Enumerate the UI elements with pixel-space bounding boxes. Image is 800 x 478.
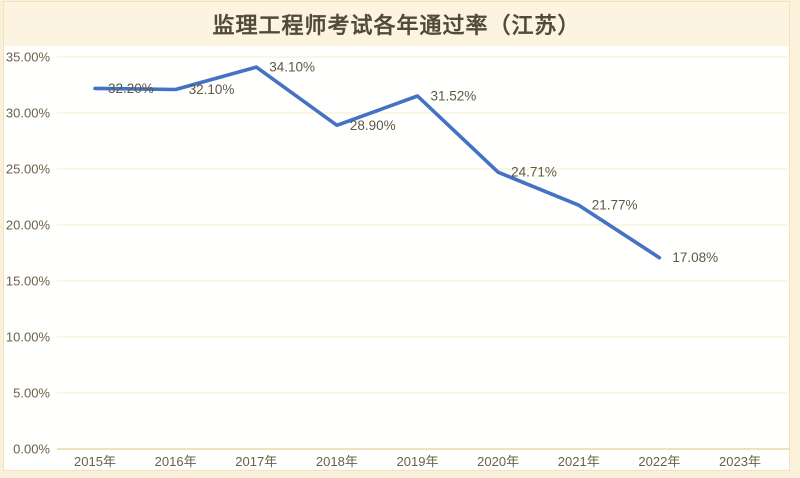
y-tick-label: 15.00%: [6, 274, 51, 289]
chart-title: 监理工程师考试各年通过率（江苏）: [212, 13, 581, 38]
x-tick-label: 2021年: [558, 454, 600, 469]
x-tick-label: 2023年: [719, 454, 761, 469]
chart-title-band: 监理工程师考试各年通过率（江苏）: [4, 2, 789, 46]
y-tick-label: 5.00%: [13, 386, 50, 401]
data-label: 28.90%: [350, 118, 396, 133]
x-tick-label: 2015年: [74, 454, 116, 469]
data-label: 17.08%: [672, 250, 718, 265]
y-tick-label: 25.00%: [6, 162, 51, 177]
x-tick-label: 2017年: [235, 454, 277, 469]
y-tick-label: 35.00%: [6, 50, 51, 65]
data-label: 32.10%: [189, 82, 235, 97]
x-tick-label: 2019年: [397, 454, 439, 469]
y-tick-label: 10.00%: [6, 330, 51, 345]
data-label: 34.10%: [269, 60, 315, 75]
y-tick-label: 0.00%: [13, 442, 50, 457]
data-label: 31.52%: [431, 88, 477, 103]
x-tick-label: 2018年: [316, 454, 358, 469]
y-tick-label: 30.00%: [6, 106, 51, 121]
data-label: 21.77%: [592, 198, 638, 213]
y-tick-label: 20.00%: [6, 218, 51, 233]
x-tick-label: 2020年: [477, 454, 519, 469]
data-label: 32.20%: [108, 81, 154, 96]
data-label: 24.71%: [511, 165, 557, 180]
series-line: [93, 65, 662, 260]
x-tick-label: 2022年: [638, 454, 680, 469]
x-tick-label: 2016年: [155, 454, 197, 469]
